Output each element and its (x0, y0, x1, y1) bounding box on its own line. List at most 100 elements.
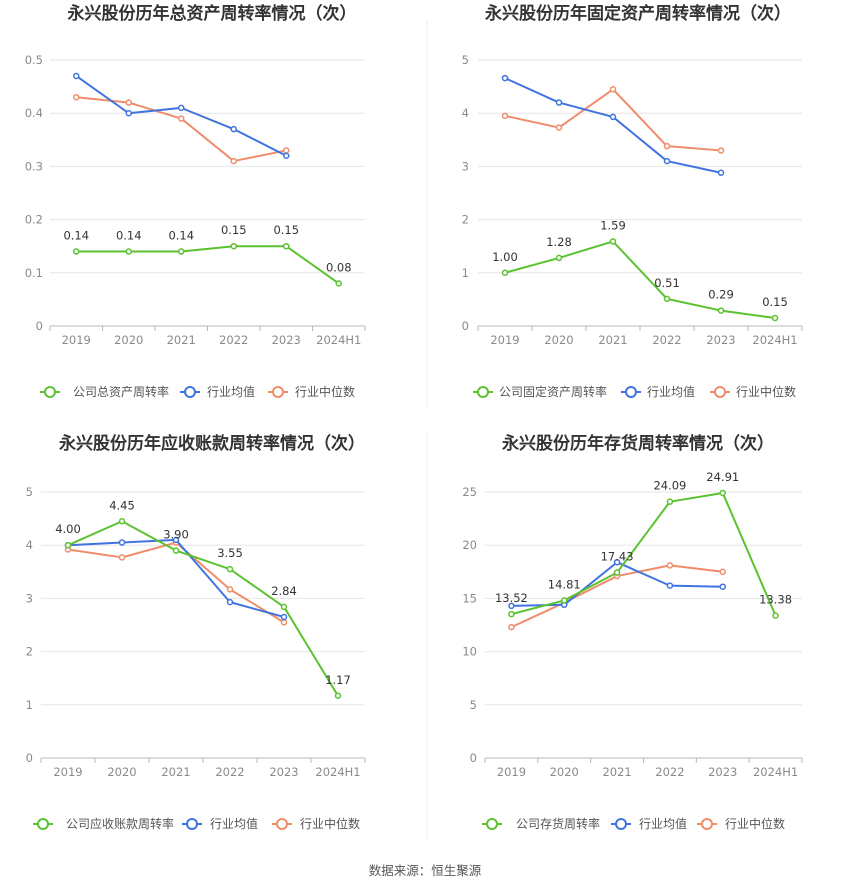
legend-item-avg[interactable]: 行业均值 (621, 384, 695, 399)
x-tick-label: 2021 (167, 333, 196, 347)
legend-item-median[interactable]: 行业中位数 (697, 816, 785, 831)
data-label: 4.45 (109, 498, 135, 512)
legend-item-avg[interactable]: 行业均值 (182, 816, 258, 831)
x-tick-label: 2019 (497, 765, 526, 779)
y-tick-label: 3 (462, 159, 469, 173)
data-label: 3.55 (217, 546, 243, 560)
x-tick-label: 2019 (490, 333, 519, 347)
legend-label: 行业均值 (210, 816, 258, 831)
chart-title: 永兴股份历年固定资产周转率情况（次） (484, 3, 791, 24)
y-tick-label: 0.2 (25, 213, 43, 227)
data-point-median (283, 147, 290, 154)
data-point-company (555, 254, 563, 262)
legend-item-company[interactable]: 公司固定资产周转率 (473, 384, 607, 399)
x-tick-label: 2020 (114, 333, 143, 347)
legend-item-avg[interactable]: 行业均值 (611, 816, 687, 831)
legend-label: 公司应收账款周转率 (66, 816, 174, 831)
y-tick-label: 0 (36, 319, 43, 333)
y-tick-label: 3 (26, 591, 33, 605)
data-point-company (771, 314, 779, 322)
legend-label: 行业均值 (207, 384, 255, 399)
data-point-avg (230, 125, 237, 133)
legend-item-company[interactable]: 公司存货周转率 (482, 816, 600, 831)
series-line-company (67, 520, 339, 697)
chart-title: 永兴股份历年应收账款周转率情况（次） (58, 433, 365, 454)
chart-panel-3: 永兴股份历年应收账款周转率情况（次） 0 1 2 3 4 5 2019 2020 2021 2022… (26, 433, 366, 831)
y-tick-label: 10 (462, 645, 477, 659)
x-tick-label: 2022 (215, 765, 244, 779)
legend-marker-icon (37, 818, 49, 830)
data-label: 0.15 (273, 223, 299, 237)
x-tick-label: 2020 (544, 333, 573, 347)
data-point-avg (555, 99, 563, 106)
data-label: 0.15 (221, 223, 247, 237)
legend-label: 行业中位数 (295, 384, 355, 399)
data-point-median (717, 147, 725, 154)
data-point-avg (283, 152, 290, 160)
data-label: 13.38 (759, 593, 792, 607)
data-label: 13.52 (495, 591, 528, 605)
data-label: 1.00 (492, 250, 518, 264)
data-point-avg (73, 72, 80, 80)
data-point-avg (501, 74, 509, 82)
legend-item-median[interactable]: 行业中位数 (272, 816, 360, 831)
data-point-company (613, 569, 621, 576)
data-point-company (335, 280, 342, 287)
legend-marker-icon (44, 386, 56, 398)
legend-label: 公司固定资产周转率 (499, 384, 607, 399)
data-point-median (178, 115, 185, 122)
y-tick-label: 5 (26, 485, 33, 499)
series-line-median (67, 541, 285, 624)
legend-marker-icon (486, 818, 498, 830)
data-point-company (717, 307, 725, 314)
data-point-median (663, 142, 671, 150)
data-point-company (508, 610, 515, 618)
data-point-median (125, 99, 132, 106)
data-point-avg (280, 613, 288, 621)
data-point-company (172, 547, 180, 554)
data-label: 0.29 (708, 288, 734, 302)
data-point-company (501, 269, 509, 277)
data-label: 17.43 (601, 550, 634, 564)
legend-item-company[interactable]: 公司总资产周转率 (40, 384, 169, 399)
legend-marker-icon (276, 818, 288, 830)
data-point-median (226, 586, 234, 593)
data-point-median (508, 623, 515, 631)
data-label: 1.17 (325, 673, 351, 687)
legend-marker-icon (714, 386, 726, 398)
data-point-company (118, 518, 126, 525)
legend-item-avg[interactable]: 行业均值 (180, 384, 255, 399)
y-tick-label: 1 (26, 698, 33, 712)
y-tick-label: 25 (462, 485, 477, 499)
data-point-median (719, 568, 726, 576)
chart-panel-4: 永兴股份历年存货周转率情况（次） 0 5 10 15 20 25 2019 2020 2021 20… (462, 433, 803, 831)
y-tick-label: 0 (462, 319, 469, 333)
x-tick-label: 2024H1 (752, 333, 797, 347)
legend-item-median[interactable]: 行业中位数 (710, 384, 796, 399)
y-tick-label: 0.3 (25, 159, 43, 173)
x-tick-label: 2019 (53, 765, 82, 779)
data-point-company (125, 248, 132, 255)
legend-label: 行业中位数 (736, 384, 796, 399)
data-point-median (73, 93, 80, 101)
data-point-company (772, 612, 779, 619)
data-point-company (719, 489, 726, 497)
y-tick-label: 5 (462, 53, 469, 67)
legend-marker-icon (272, 386, 284, 398)
data-label: 14.81 (548, 577, 581, 591)
x-tick-label: 2020 (550, 765, 579, 779)
chart-panel-1: 永兴股份历年总资产周转率情况（次） 0 0.1 0.2 0.3 0.4 0.5 2019 202… (25, 3, 366, 399)
data-point-company (64, 541, 72, 549)
data-point-company (178, 248, 185, 255)
data-point-avg (717, 169, 725, 177)
x-tick-label: 2022 (655, 765, 684, 779)
series-line-company (511, 491, 777, 617)
data-label: 0.08 (326, 260, 352, 274)
legend-item-median[interactable]: 行业中位数 (268, 384, 355, 399)
legend-item-company[interactable]: 公司应收账款周转率 (33, 816, 174, 831)
x-tick-label: 2021 (598, 333, 627, 347)
y-tick-label: 0.5 (25, 53, 43, 67)
y-tick-label: 0 (26, 751, 33, 765)
y-tick-label: 2 (462, 213, 469, 227)
